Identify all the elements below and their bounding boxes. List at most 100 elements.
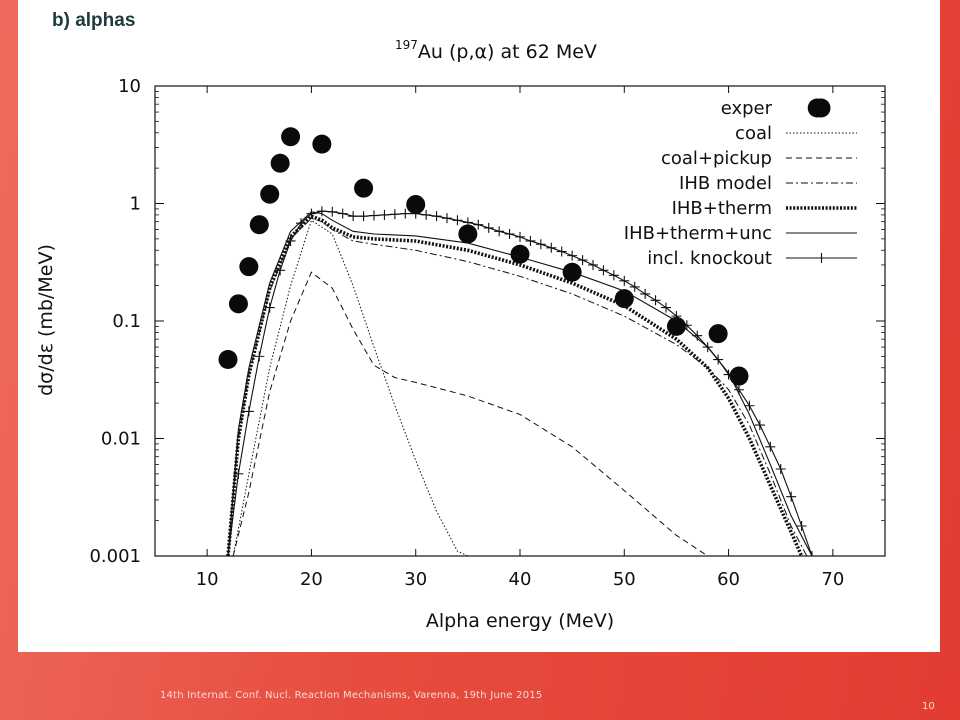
data-point-exper — [249, 215, 269, 235]
plus-marker-incl-knockout — [556, 246, 567, 257]
chart-title-main: Au (p,α) at 62 MeV — [418, 41, 597, 63]
plus-marker-incl-knockout — [754, 420, 765, 431]
plus-marker-incl-knockout — [775, 464, 786, 475]
series-line-coal — [232, 219, 469, 556]
plus-marker-incl-knockout — [452, 215, 463, 226]
plus-marker-incl-knockout — [223, 551, 233, 556]
plus-marker-incl-knockout — [400, 208, 411, 219]
legend-label-coal: coal — [735, 123, 772, 144]
x-tick-label: 10 — [196, 569, 219, 590]
plus-marker-incl-knockout — [327, 206, 338, 217]
legend-label-ihb-therm: IHB+therm — [672, 198, 772, 219]
plus-marker-incl-knockout — [337, 208, 348, 219]
plus-marker-incl-knockout — [629, 281, 640, 292]
plus-marker-incl-knockout — [765, 441, 776, 452]
plus-marker-incl-knockout — [369, 210, 379, 221]
y-tick-label: 10 — [118, 76, 141, 97]
plus-marker-incl-knockout — [233, 468, 244, 479]
plus-marker-incl-knockout — [306, 208, 317, 219]
plus-marker-incl-knockout — [744, 400, 755, 411]
data-point-exper — [458, 224, 478, 244]
plus-marker-incl-knockout — [713, 354, 724, 365]
plus-marker-incl-knockout — [285, 235, 296, 246]
y-tick-label: 0.1 — [112, 311, 141, 332]
legend-plus-incl-knockout — [816, 253, 827, 263]
x-tick-label: 30 — [404, 569, 427, 590]
plus-marker-incl-knockout — [389, 209, 400, 220]
data-point-exper — [406, 195, 426, 215]
plus-marker-incl-knockout — [661, 302, 671, 313]
plus-marker-incl-knockout — [462, 217, 473, 228]
plus-marker-incl-knockout — [410, 208, 421, 219]
legend-label-coal-pickup: coal+pickup — [661, 148, 772, 169]
legend-symbol-exper — [811, 98, 831, 118]
data-point-exper — [666, 316, 686, 336]
data-point-exper — [260, 184, 280, 204]
chart-title: 197Au (p,α) at 62 MeV — [395, 38, 597, 63]
x-tick-label: 70 — [821, 569, 844, 590]
y-tick-label: 0.01 — [101, 429, 141, 450]
plus-marker-incl-knockout — [807, 551, 817, 556]
plus-marker-incl-knockout — [786, 491, 797, 502]
plus-marker-incl-knockout — [504, 229, 515, 240]
data-point-exper — [510, 244, 530, 264]
plus-marker-incl-knockout — [515, 231, 525, 242]
x-tick-label: 40 — [509, 569, 532, 590]
plus-marker-incl-knockout — [316, 206, 327, 217]
cross-section-chart: 197Au (p,α) at 62 MeV 10 20 30 40 50 60 701010… — [35, 38, 886, 632]
x-tick-label: 50 — [613, 569, 636, 590]
plot-frame — [154, 85, 886, 557]
x-tick-label: 20 — [300, 569, 323, 590]
plus-marker-incl-knockout — [442, 213, 452, 224]
content-panel — [18, 0, 940, 652]
series-line-coal-pickup — [232, 271, 708, 556]
plus-marker-incl-knockout — [692, 330, 703, 341]
plus-marker-incl-knockout — [473, 219, 484, 230]
plus-marker-incl-knockout — [734, 384, 744, 395]
y-tick-label: 0.001 — [89, 546, 141, 567]
plus-marker-incl-knockout — [608, 270, 619, 281]
plus-marker-incl-knockout — [723, 369, 734, 380]
series-line-ihb-therm — [226, 214, 804, 556]
plus-marker-incl-knockout — [431, 211, 442, 222]
data-point-exper — [354, 178, 374, 198]
data-point-exper — [281, 127, 301, 147]
plus-marker-incl-knockout — [650, 295, 661, 306]
series-group — [218, 98, 827, 556]
plus-marker-incl-knockout — [535, 239, 546, 250]
y-tick-label: 1 — [130, 194, 141, 215]
plus-marker-incl-knockout — [681, 320, 692, 331]
legend-label-ihb-model: IHB model — [679, 173, 772, 194]
plus-marker-incl-knockout — [525, 235, 536, 246]
x-axis-label: Alpha energy (MeV) — [426, 610, 614, 632]
plus-marker-incl-knockout — [619, 275, 630, 286]
chart-legend: exper coal coal+pickup IHB model IHB+therm IH… — [624, 98, 857, 269]
footer-text: 14th Internat. Conf. Nucl. Reaction Mech… — [160, 690, 543, 701]
legend-label-ihb-therm-unc: IHB+therm+unc — [624, 223, 772, 244]
data-point-exper — [228, 294, 248, 314]
data-point-exper — [270, 153, 290, 173]
plus-marker-incl-knockout — [598, 265, 609, 276]
plus-marker-incl-knockout — [546, 242, 557, 253]
plus-marker-incl-knockout — [640, 288, 651, 299]
plus-marker-incl-knockout — [264, 302, 275, 313]
x-tick-label: 60 — [717, 569, 740, 590]
data-point-exper — [218, 350, 238, 370]
slide-heading: b) alphas — [52, 10, 136, 31]
chart-title-superscript: 197 — [395, 38, 418, 52]
plus-marker-incl-knockout — [254, 351, 265, 362]
data-point-exper — [729, 366, 749, 386]
plus-marker-incl-knockout — [358, 211, 369, 222]
y-axis-label: dσ/dε (mb/MeV) — [35, 244, 57, 396]
axis-ticks: 10 20 30 40 50 60 70 10 1 0.1 0.01 0.001 — [89, 76, 885, 590]
plus-marker-incl-knockout — [702, 342, 713, 353]
plus-marker-incl-knockout — [671, 311, 682, 322]
plus-marker-incl-knockout — [296, 218, 306, 229]
plus-marker-incl-knockout — [421, 209, 432, 220]
data-point-exper — [708, 324, 728, 344]
data-point-exper — [312, 134, 332, 154]
plus-marker-incl-knockout — [243, 406, 254, 417]
plus-marker-incl-knockout — [588, 259, 598, 270]
plus-marker-incl-knockout — [275, 265, 286, 276]
plus-marker-incl-knockout — [483, 222, 494, 233]
